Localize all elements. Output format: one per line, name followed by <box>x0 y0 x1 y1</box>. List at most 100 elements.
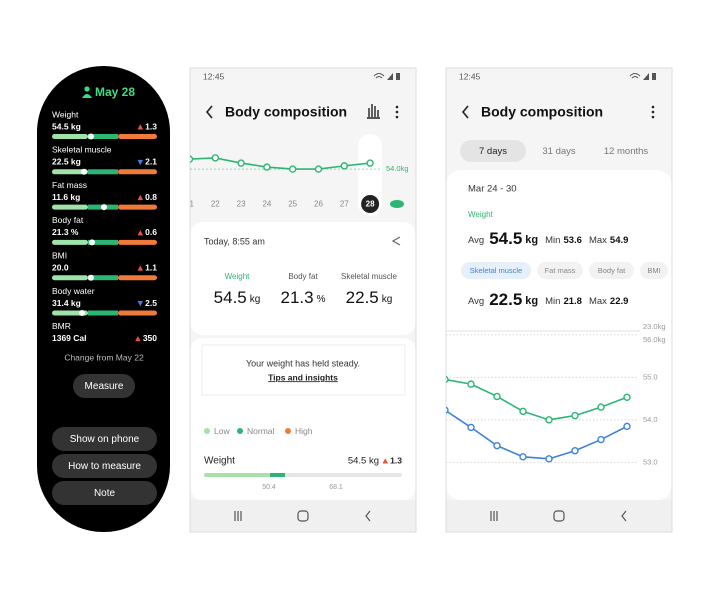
nav-home[interactable] <box>297 510 309 522</box>
legend-swatch <box>204 428 210 434</box>
more-menu[interactable] <box>395 115 399 119</box>
nav-back[interactable] <box>621 510 627 522</box>
arrow-up <box>137 230 144 236</box>
chip[interactable] <box>589 262 634 279</box>
stat-label[interactable]: Skeletal muscle <box>341 272 398 281</box>
x-tick-label[interactable]: 24 <box>262 200 271 209</box>
text-part: 22.5 <box>489 290 522 309</box>
range-low <box>52 275 88 281</box>
tab-active <box>460 140 526 162</box>
button-label[interactable]: Measure <box>85 381 124 392</box>
weight-value: 54.5 kg <box>348 456 379 467</box>
nav-home[interactable] <box>553 510 565 522</box>
range-normal <box>88 169 118 175</box>
legend-label: High <box>295 426 313 436</box>
metric-value: 21.3 % <box>52 227 79 237</box>
x-tick-label[interactable]: 27 <box>340 200 349 209</box>
y-tick-label: 56.0kg <box>643 335 666 344</box>
nav-back[interactable] <box>365 510 371 522</box>
arrow-up <box>135 336 141 342</box>
stat-unit: kg <box>250 294 261 305</box>
button-label[interactable]: Note <box>94 488 116 499</box>
weight-label: Weight <box>204 456 235 467</box>
x-tick-label[interactable]: 26 <box>314 200 323 209</box>
x-tick-label[interactable]: 21 <box>185 200 194 209</box>
button-label[interactable]: How to measure <box>68 461 141 472</box>
range-low <box>52 310 88 316</box>
button[interactable] <box>52 454 157 478</box>
tab[interactable]: 12 months <box>604 146 649 157</box>
data-point <box>519 407 527 416</box>
metric-label: Fat mass <box>52 180 87 190</box>
data-point <box>237 159 245 167</box>
nav-bar <box>190 500 416 532</box>
insight: Your weight has held steady. <box>246 358 360 368</box>
range-normal <box>88 134 118 139</box>
change: 2.1 <box>145 157 157 167</box>
data-point <box>493 392 501 401</box>
series-line <box>190 157 371 170</box>
button[interactable] <box>73 374 135 398</box>
more-menu[interactable] <box>395 110 399 114</box>
range-marker <box>89 239 95 246</box>
stat-value: 54.5 <box>214 288 247 307</box>
more-menu[interactable] <box>651 115 655 119</box>
data-point <box>190 155 194 163</box>
nav-recents[interactable] <box>490 511 498 521</box>
more-menu[interactable] <box>395 105 399 109</box>
chip-label[interactable]: Fat mass <box>545 266 576 275</box>
x-tick-label[interactable]: 23 <box>237 200 246 209</box>
range-high <box>118 239 157 245</box>
button[interactable] <box>52 427 157 451</box>
selected-day <box>358 134 383 216</box>
change: 1.3 <box>390 455 402 465</box>
x-tick-label[interactable]: 28 <box>366 200 375 209</box>
back-button[interactable] <box>461 105 469 119</box>
range-marker <box>101 204 107 211</box>
data-point <box>446 406 449 414</box>
stat-label[interactable]: Weight <box>225 272 251 281</box>
data-point <box>467 380 475 388</box>
range-high <box>118 204 157 210</box>
signal-icon <box>643 73 649 80</box>
button-label[interactable]: Show on phone <box>70 434 140 445</box>
x-tick-label[interactable]: 25 <box>288 200 297 209</box>
data-point <box>623 422 631 431</box>
stat-unit: kg <box>382 294 393 305</box>
range-high <box>118 169 157 175</box>
series-line <box>446 409 628 460</box>
stat-label[interactable]: Body fat <box>288 272 318 281</box>
chip[interactable] <box>640 262 668 279</box>
chip-label[interactable]: Body fat <box>598 266 626 275</box>
arrow-up <box>137 194 144 201</box>
range-low <box>52 169 88 175</box>
change: 0.6 <box>145 227 157 237</box>
tab[interactable]: 7 days <box>479 146 507 157</box>
more-menu[interactable] <box>651 105 655 109</box>
data-point <box>263 163 271 171</box>
tab[interactable]: 31 days <box>542 146 576 157</box>
nav-recents[interactable] <box>234 511 242 521</box>
more-menu[interactable] <box>651 110 655 114</box>
text-part: Min <box>545 296 560 307</box>
page-title: Body composition <box>481 104 603 120</box>
trends-icon[interactable] <box>367 104 380 119</box>
back-button[interactable] <box>205 105 213 119</box>
y-tick-label: 54.0 <box>643 415 658 424</box>
text-part: 22.9 <box>610 296 629 307</box>
data-point <box>467 423 475 432</box>
metric-label: Body water <box>52 286 95 296</box>
chip[interactable] <box>537 262 583 279</box>
battery-icon <box>396 73 400 80</box>
chip-label[interactable]: Skeletal muscle <box>470 266 523 275</box>
legend-label: Normal <box>247 426 275 436</box>
chip-label[interactable]: BMI <box>647 266 660 275</box>
x-tick-label[interactable]: 22 <box>211 200 220 209</box>
chip[interactable] <box>461 262 531 279</box>
share-icon[interactable] <box>391 236 401 246</box>
stat: 22.5 kg <box>346 288 393 307</box>
insight-link[interactable]: Tips and insights <box>268 372 338 382</box>
series-line <box>446 378 628 421</box>
text-part: Min <box>545 235 560 246</box>
button[interactable] <box>52 481 157 505</box>
